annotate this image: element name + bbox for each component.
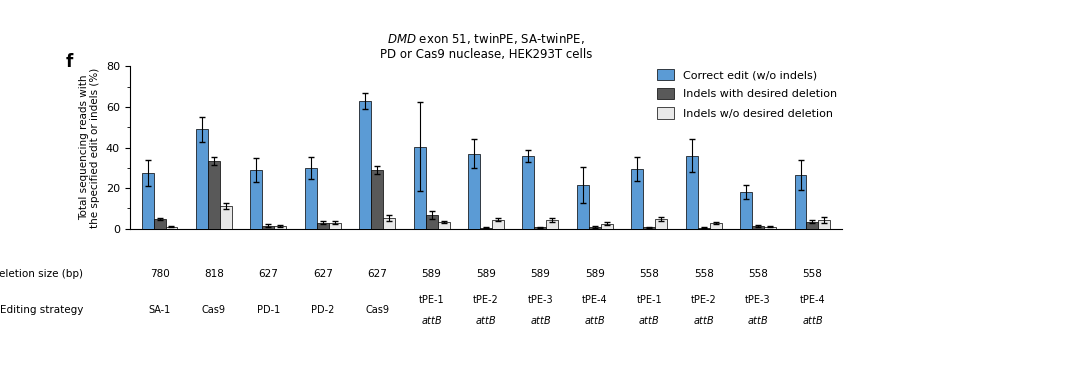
Text: Deletion size (bp): Deletion size (bp) — [0, 269, 83, 279]
Bar — [795, 175, 807, 229]
Text: PD-2: PD-2 — [311, 305, 335, 315]
Text: $\mathit{attB}$: $\mathit{attB}$ — [638, 314, 660, 326]
Bar — [165, 227, 177, 229]
Bar — [523, 156, 535, 229]
Text: tPE-2: tPE-2 — [473, 295, 499, 305]
Bar — [535, 227, 546, 229]
Bar — [251, 170, 262, 229]
Bar — [764, 227, 777, 229]
Text: $\mathit{attB}$: $\mathit{attB}$ — [421, 314, 443, 326]
Text: 627: 627 — [258, 269, 279, 279]
Text: tPE-2: tPE-2 — [691, 295, 716, 305]
Bar — [600, 224, 612, 229]
Text: PD-1: PD-1 — [257, 305, 280, 315]
Legend: Correct edit (w/o indels), Indels with desired deletion, Indels w/o desired dele: Correct edit (w/o indels), Indels with d… — [657, 69, 837, 118]
Bar — [632, 169, 644, 229]
Bar — [195, 129, 208, 229]
Bar — [819, 220, 831, 229]
Bar — [328, 223, 340, 229]
Bar — [316, 223, 328, 229]
Text: Editing strategy: Editing strategy — [0, 305, 83, 315]
Bar — [710, 223, 721, 229]
Y-axis label: Total sequencing reads with
the specified edit or indels (%): Total sequencing reads with the specifie… — [79, 68, 100, 228]
Bar — [577, 185, 589, 229]
Bar — [644, 227, 656, 229]
Bar — [208, 161, 220, 229]
Text: 627: 627 — [313, 269, 333, 279]
Text: 558: 558 — [802, 269, 822, 279]
Bar — [426, 214, 437, 229]
Text: Cas9: Cas9 — [202, 305, 226, 315]
Text: tPE-1: tPE-1 — [419, 295, 444, 305]
Bar — [686, 156, 698, 229]
Text: tPE-1: tPE-1 — [636, 295, 662, 305]
Bar — [437, 222, 449, 229]
Text: $\mathit{attB}$: $\mathit{attB}$ — [747, 314, 769, 326]
Text: 780: 780 — [150, 269, 170, 279]
Text: 589: 589 — [421, 269, 442, 279]
Bar — [414, 146, 426, 229]
Text: $\mathit{attB}$: $\mathit{attB}$ — [529, 314, 551, 326]
Bar — [740, 192, 752, 229]
Text: SA-1: SA-1 — [148, 305, 171, 315]
Bar — [468, 154, 480, 229]
Bar — [546, 220, 558, 229]
Bar — [656, 218, 667, 229]
Bar — [305, 168, 316, 229]
Title: $\mathit{DMD}$ exon 51, twinPE, SA-twinPE,
PD or Cas9 nuclease, HEK293T cells: $\mathit{DMD}$ exon 51, twinPE, SA-twinP… — [380, 31, 592, 61]
Bar — [274, 226, 286, 229]
Bar — [153, 218, 165, 229]
Text: 589: 589 — [476, 269, 496, 279]
Bar — [220, 207, 232, 229]
Text: Cas9: Cas9 — [365, 305, 389, 315]
Bar — [141, 173, 153, 229]
Text: tPE-3: tPE-3 — [528, 295, 553, 305]
Bar — [589, 227, 600, 229]
Text: $\mathit{attB}$: $\mathit{attB}$ — [475, 314, 497, 326]
Text: 589: 589 — [530, 269, 551, 279]
Text: tPE-4: tPE-4 — [799, 295, 825, 305]
Text: 818: 818 — [204, 269, 224, 279]
Bar — [480, 228, 492, 229]
Bar — [698, 228, 710, 229]
Bar — [262, 226, 274, 229]
Bar — [752, 226, 764, 229]
Text: f: f — [66, 54, 72, 72]
Bar — [492, 220, 504, 229]
Bar — [360, 101, 372, 229]
Text: tPE-3: tPE-3 — [745, 295, 771, 305]
Bar — [372, 170, 383, 229]
Text: 589: 589 — [585, 269, 605, 279]
Text: 558: 558 — [639, 269, 659, 279]
Bar — [383, 218, 395, 229]
Text: 558: 558 — [748, 269, 768, 279]
Text: $\mathit{attB}$: $\mathit{attB}$ — [801, 314, 823, 326]
Bar — [807, 222, 819, 229]
Text: 627: 627 — [367, 269, 387, 279]
Text: $\mathit{attB}$: $\mathit{attB}$ — [584, 314, 606, 326]
Text: tPE-4: tPE-4 — [582, 295, 608, 305]
Text: 558: 558 — [693, 269, 714, 279]
Text: $\mathit{attB}$: $\mathit{attB}$ — [692, 314, 715, 326]
